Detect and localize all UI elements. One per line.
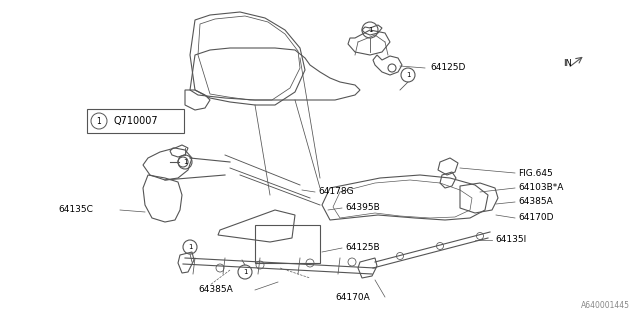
Text: Q710007: Q710007 (114, 116, 159, 126)
Text: 64125D: 64125D (430, 63, 465, 73)
Text: FIG.645: FIG.645 (518, 169, 553, 178)
Text: 1: 1 (97, 116, 101, 125)
Text: 64385A: 64385A (198, 285, 233, 294)
Text: 64135I: 64135I (495, 236, 526, 244)
Text: IN: IN (563, 59, 572, 68)
Text: 64135C: 64135C (58, 205, 93, 214)
Bar (255, 225, 320, 263)
Text: A640001445: A640001445 (581, 301, 630, 310)
Text: 64395B: 64395B (345, 204, 380, 212)
Text: 1: 1 (243, 269, 247, 275)
Text: 64170A: 64170A (335, 292, 370, 301)
Text: 64103B*A: 64103B*A (518, 183, 563, 193)
Text: 64170D: 64170D (518, 213, 554, 222)
Text: 64125B: 64125B (345, 244, 380, 252)
Text: 1: 1 (368, 27, 372, 33)
Text: 64178G: 64178G (318, 188, 354, 196)
Text: 64385A: 64385A (518, 197, 553, 206)
Text: 1: 1 (188, 244, 192, 250)
Text: 1: 1 (406, 72, 410, 78)
Text: 1: 1 (183, 159, 188, 165)
